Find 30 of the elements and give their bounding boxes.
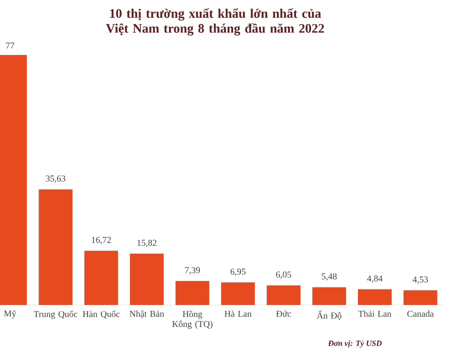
bar [38, 189, 72, 305]
data-label: 7,39 [185, 267, 200, 274]
bar [84, 250, 118, 305]
x-tick-label: Ấn Độ [316, 310, 342, 320]
chart-title: 10 thị trường xuất khẩu lớn nhất của Việt Nam trong 8 tháng đầu năm 2022 [106, 8, 324, 36]
bar [358, 289, 392, 305]
bar [266, 285, 300, 305]
data-label: 16,72 [92, 236, 111, 244]
bar [312, 287, 346, 305]
x-tick-label: Đức [276, 310, 291, 317]
data-label: 5,48 [322, 273, 337, 281]
data-label: 6,95 [230, 268, 246, 276]
data-label: 15,82 [137, 240, 156, 248]
x-tick-label: Hồng Kông (TQ) [172, 310, 212, 329]
data-label: 6,05 [276, 271, 292, 279]
x-tick-label: Nhật Bản [130, 310, 164, 318]
data-label: 77 [6, 42, 14, 48]
bar [404, 290, 438, 305]
data-label: 4,84 [367, 275, 383, 283]
x-tick-label: Hà Lan [224, 310, 252, 317]
data-label: 35,63 [46, 175, 66, 183]
x-tick-label: Trung Quốc [34, 310, 78, 319]
x-tick-label: Mỹ [4, 310, 16, 318]
x-tick-label: Canada [407, 310, 434, 317]
data-label: 4,53 [412, 276, 428, 284]
bar [130, 254, 164, 305]
x-tick-label: Hàn Quốc [82, 310, 120, 318]
bar [176, 281, 210, 305]
bar [221, 282, 255, 305]
x-tick-label: Thái Lan [358, 310, 392, 317]
